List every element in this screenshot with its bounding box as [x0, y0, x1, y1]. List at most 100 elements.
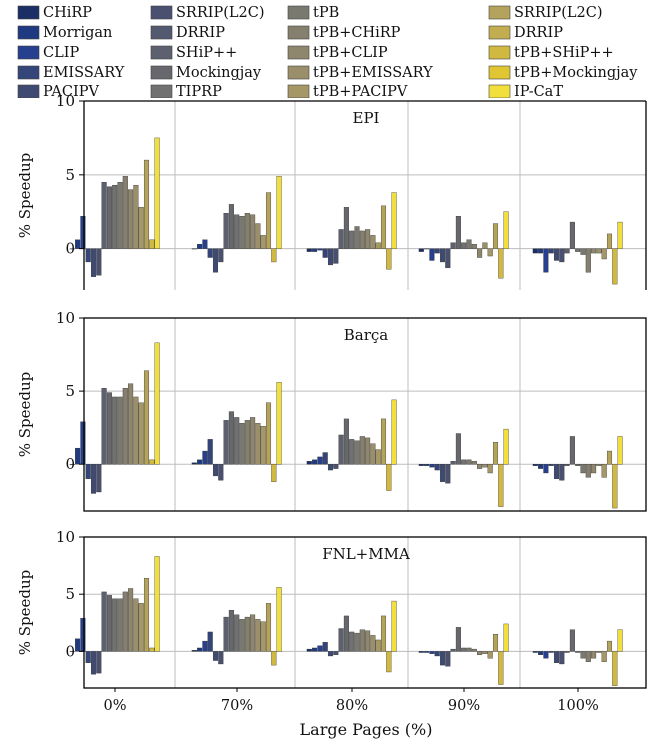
bar	[149, 648, 154, 651]
bar	[245, 617, 250, 651]
bar	[565, 464, 570, 465]
bar	[307, 461, 312, 464]
bar	[86, 651, 91, 662]
y-tick-label: 0	[65, 240, 75, 258]
bar	[229, 610, 234, 651]
bar	[240, 619, 245, 651]
bar	[456, 627, 461, 651]
bar	[488, 249, 493, 256]
y-axis-label: % Speedup	[16, 372, 34, 458]
bar	[597, 651, 602, 652]
bar	[234, 417, 239, 464]
bar	[381, 206, 386, 249]
bar	[493, 442, 498, 464]
bar	[544, 651, 549, 658]
bar	[75, 240, 80, 249]
bar	[208, 439, 213, 464]
bar	[504, 429, 509, 464]
bar	[472, 649, 477, 651]
bar	[96, 464, 101, 492]
bar	[86, 464, 91, 479]
bar	[102, 388, 107, 464]
bar	[483, 651, 488, 653]
bar	[250, 417, 255, 464]
bar	[549, 651, 554, 652]
bar	[277, 587, 282, 651]
bar	[328, 464, 333, 470]
x-tick-label: 100%	[557, 698, 598, 714]
bar	[203, 240, 208, 249]
bar	[123, 592, 128, 651]
bar	[430, 651, 435, 653]
bar	[504, 212, 509, 249]
bar	[538, 651, 543, 654]
bar	[493, 634, 498, 651]
bar	[112, 397, 117, 464]
bar	[451, 461, 456, 464]
bar	[250, 215, 255, 249]
bar	[538, 249, 543, 253]
bar	[266, 603, 271, 651]
y-axis-label: % Speedup	[16, 153, 34, 239]
y-tick-label: 5	[65, 585, 75, 603]
bar	[328, 249, 333, 265]
bar	[203, 641, 208, 651]
bar	[430, 249, 435, 261]
bar	[461, 460, 466, 464]
y-tick-label: 5	[65, 166, 75, 184]
bar	[149, 460, 154, 464]
bar	[333, 464, 338, 468]
bar	[234, 215, 239, 249]
bar	[618, 630, 623, 652]
bar	[107, 595, 112, 651]
bar	[386, 651, 391, 672]
bar	[392, 601, 397, 651]
bar	[549, 249, 554, 253]
bar	[234, 615, 239, 652]
bar	[344, 419, 349, 464]
bar	[618, 222, 623, 249]
bar	[498, 464, 503, 506]
y-tick-label: 10	[56, 528, 75, 546]
bar	[591, 651, 596, 658]
bar	[208, 249, 213, 258]
bar	[134, 397, 139, 464]
bar	[271, 249, 276, 262]
bar	[575, 651, 580, 652]
bar	[144, 371, 149, 465]
y-tick-label: 0	[65, 455, 75, 473]
bar	[112, 185, 117, 248]
bar	[451, 243, 456, 249]
bar	[197, 648, 202, 651]
bar	[440, 249, 445, 262]
bar	[586, 651, 591, 661]
bar	[128, 384, 133, 464]
bar	[477, 249, 482, 258]
bar	[256, 619, 261, 651]
bar	[419, 464, 424, 465]
bar	[467, 648, 472, 651]
bar	[419, 651, 424, 652]
bars	[70, 343, 623, 508]
bar	[224, 617, 229, 651]
bar	[213, 651, 218, 660]
bar	[333, 249, 338, 264]
bar	[371, 444, 376, 464]
bar	[559, 464, 564, 480]
x-tick-label: 90%	[448, 698, 480, 714]
bar	[339, 229, 344, 248]
bar	[96, 249, 101, 276]
bar	[533, 249, 538, 253]
bar	[371, 235, 376, 248]
bar	[602, 464, 607, 477]
bar	[91, 464, 96, 493]
bar	[240, 423, 245, 464]
bar	[612, 249, 617, 284]
bar	[112, 599, 117, 652]
bar	[376, 640, 381, 651]
bar	[467, 240, 472, 249]
bar	[250, 615, 255, 652]
bar	[365, 229, 370, 248]
bar	[435, 651, 440, 656]
bar	[96, 651, 101, 673]
